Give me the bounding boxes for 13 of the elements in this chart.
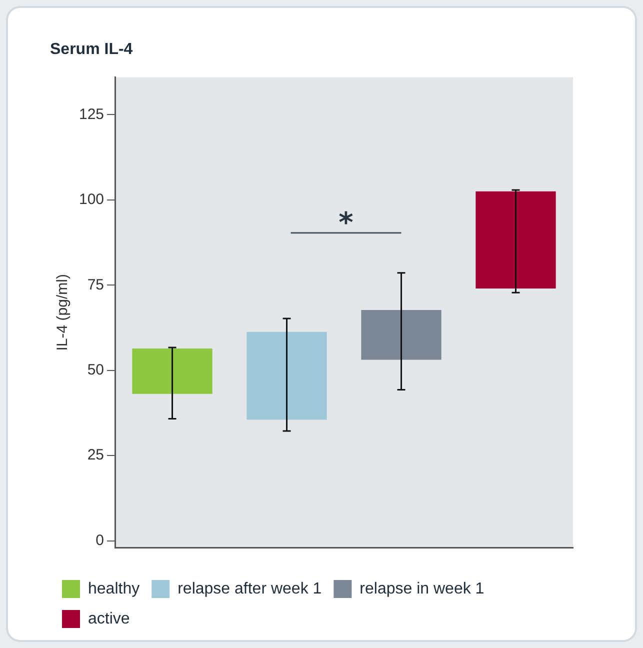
y-tick-label: 50	[87, 361, 104, 378]
y-tick-label: 125	[78, 106, 104, 123]
legend-label: relapse in week 1	[360, 580, 484, 598]
chart-title: Serum IL-4	[50, 41, 133, 58]
y-tick-label: 75	[87, 276, 104, 294]
legend-label: active	[88, 610, 130, 628]
legend-label: healthy	[88, 580, 140, 598]
y-tick-label: 25	[87, 446, 104, 464]
y-tick-label: 100	[78, 191, 104, 208]
y-axis-title: IL-4 (pg/ml)	[54, 274, 72, 351]
y-tick-label: 0	[96, 532, 104, 549]
legend-label: relapse after week 1	[178, 580, 322, 598]
annotation: *	[338, 206, 354, 240]
